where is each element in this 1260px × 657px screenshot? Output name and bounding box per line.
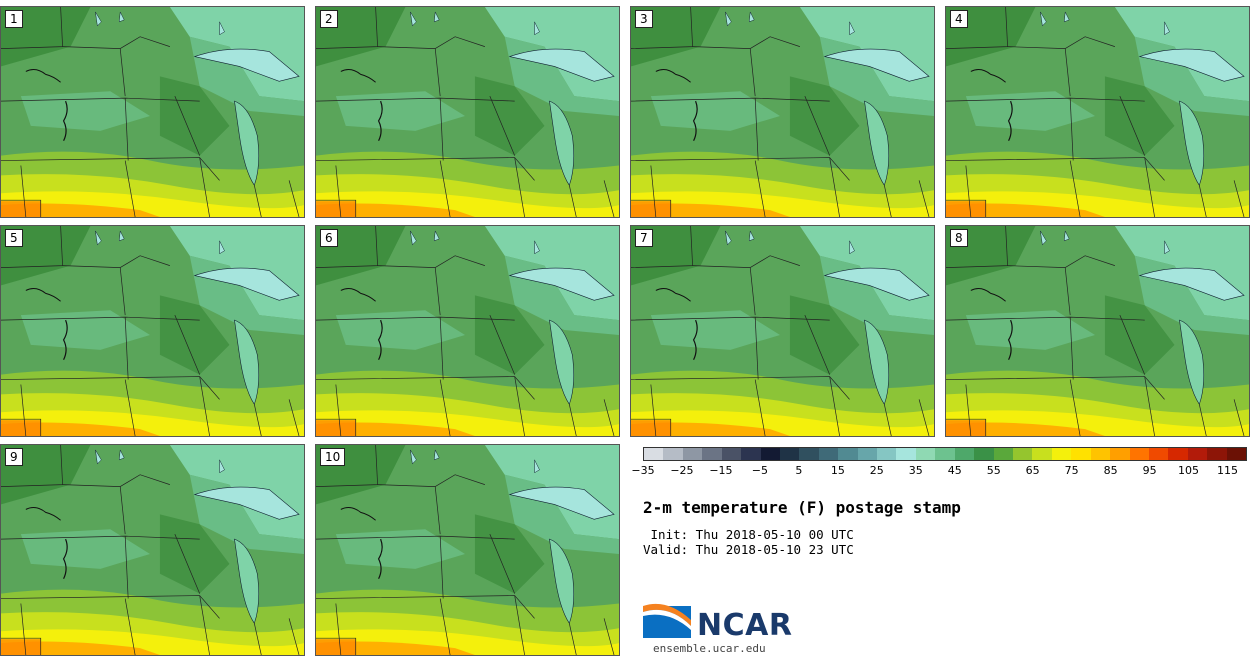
temperature-colorbar xyxy=(643,447,1247,461)
colorbar-tick-label: −5 xyxy=(751,464,768,477)
postage-stamp-map-8: 8 xyxy=(945,225,1250,437)
logo-url: ensemble.ucar.edu xyxy=(653,642,766,655)
init-time: Init: Thu 2018-05-10 00 UTC xyxy=(643,527,854,542)
colorbar-swatch xyxy=(1168,448,1188,460)
postage-stamp-map-5: 5 xyxy=(0,225,305,437)
colorbar-swatch xyxy=(760,448,780,460)
colorbar-swatch xyxy=(779,448,800,460)
colorbar-tick-label: 85 xyxy=(1103,464,1118,477)
colorbar-swatch xyxy=(1032,448,1052,460)
colorbar-swatch xyxy=(682,448,703,460)
colorbar-swatch xyxy=(877,448,897,460)
temperature-map xyxy=(316,445,619,655)
valid-time: Valid: Thu 2018-05-10 23 UTC xyxy=(643,542,854,557)
member-number: 1 xyxy=(5,10,23,28)
colorbar-swatch xyxy=(644,448,664,460)
colorbar-tick-label: −35 xyxy=(631,464,655,477)
colorbar-tick-label: 55 xyxy=(986,464,1001,477)
temperature-map xyxy=(1,226,304,436)
temperature-map xyxy=(316,7,619,217)
colorbar-tick-label: 15 xyxy=(830,464,845,477)
colorbar-swatch xyxy=(1148,448,1169,460)
member-number: 7 xyxy=(635,229,653,247)
temperature-map xyxy=(946,226,1249,436)
member-number: 9 xyxy=(5,448,23,466)
postage-stamp-map-9: 9 xyxy=(0,444,305,656)
postage-stamp-map-1: 1 xyxy=(0,6,305,218)
colorbar-tick-label: 35 xyxy=(908,464,923,477)
ncar-logo-icon xyxy=(643,603,691,638)
member-number: 8 xyxy=(950,229,968,247)
colorbar-swatch xyxy=(1051,448,1072,460)
colorbar-swatch xyxy=(857,448,878,460)
temperature-map xyxy=(1,445,304,655)
temperature-map xyxy=(631,226,934,436)
colorbar-swatch xyxy=(915,448,936,460)
colorbar-swatch xyxy=(993,448,1014,460)
colorbar-swatch xyxy=(702,448,722,460)
postage-stamp-map-4: 4 xyxy=(945,6,1250,218)
postage-stamp-map-7: 7 xyxy=(630,225,935,437)
colorbar-swatch xyxy=(1013,448,1033,460)
colorbar-swatch xyxy=(741,448,761,460)
colorbar-tick-label: 105 xyxy=(1178,464,1200,477)
colorbar-swatch xyxy=(1129,448,1149,460)
colorbar-tick-labels: −35 −25 −15 −5 5 15 25 35 45 55 65 75 85 95 105 115 xyxy=(631,464,1247,480)
colorbar-swatch xyxy=(896,448,916,460)
colorbar-tick-label: 5 xyxy=(795,464,803,477)
colorbar-tick-label: 45 xyxy=(947,464,962,477)
colorbar-swatch xyxy=(838,448,858,460)
colorbar-swatch xyxy=(799,448,819,460)
ncar-logo-text: NCAR xyxy=(697,608,793,643)
colorbar-swatch xyxy=(1207,448,1227,460)
plot-title: 2-m temperature (F) postage stamp xyxy=(643,498,961,517)
colorbar-swatch xyxy=(1110,448,1130,460)
colorbar-swatch xyxy=(663,448,683,460)
colorbar-swatch xyxy=(818,448,839,460)
postage-stamp-map-10: 10 xyxy=(315,444,620,656)
member-number: 2 xyxy=(320,10,338,28)
member-number: 4 xyxy=(950,10,968,28)
colorbar-swatch xyxy=(1226,448,1247,460)
temperature-map xyxy=(1,7,304,217)
temperature-map xyxy=(946,7,1249,217)
colorbar-tick-label: 65 xyxy=(1025,464,1040,477)
postage-stamp-map-6: 6 xyxy=(315,225,620,437)
colorbar-swatch xyxy=(1187,448,1208,460)
member-number: 10 xyxy=(320,448,346,466)
colorbar-swatch xyxy=(1071,448,1091,460)
colorbar-swatch xyxy=(721,448,742,460)
colorbar-swatch xyxy=(1090,448,1111,460)
temperature-map xyxy=(316,226,619,436)
member-number: 6 xyxy=(320,229,338,247)
colorbar-tick-label: 25 xyxy=(869,464,884,477)
postage-stamp-map-3: 3 xyxy=(630,6,935,218)
member-number: 3 xyxy=(635,10,653,28)
colorbar-tick-label: −25 xyxy=(670,464,694,477)
colorbar-swatch xyxy=(974,448,994,460)
colorbar-swatch xyxy=(954,448,975,460)
temperature-map xyxy=(631,7,934,217)
colorbar-tick-label: −15 xyxy=(709,464,733,477)
colorbar-tick-label: 95 xyxy=(1142,464,1157,477)
member-number: 5 xyxy=(5,229,23,247)
colorbar-tick-label: 75 xyxy=(1064,464,1079,477)
colorbar-tick-label: 115 xyxy=(1217,464,1239,477)
colorbar-swatch xyxy=(935,448,955,460)
postage-stamp-map-2: 2 xyxy=(315,6,620,218)
